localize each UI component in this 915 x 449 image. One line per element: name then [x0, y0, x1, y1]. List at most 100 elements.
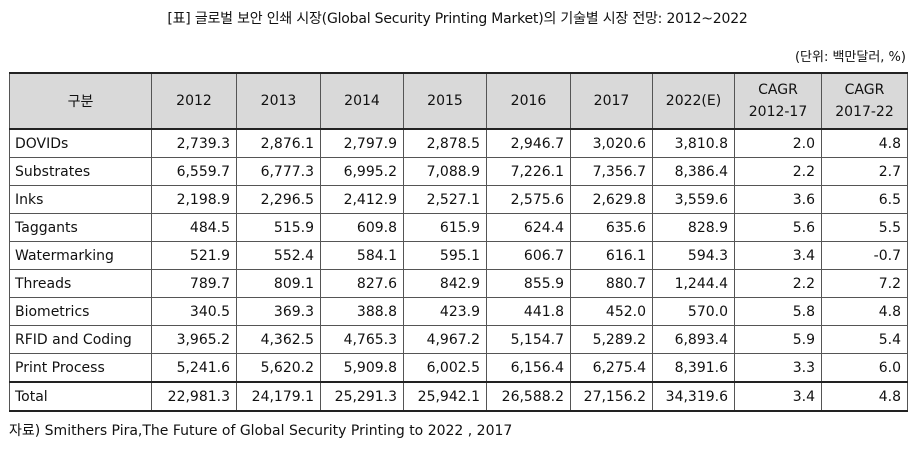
header-year: 2022(E) [652, 72, 735, 130]
value-cell: 25,942.1 [403, 381, 487, 412]
header-cagr-line1: CAGR [844, 82, 885, 98]
value-cell: 594.3 [652, 241, 735, 270]
value-cell: 7,226.1 [486, 157, 571, 186]
cagr-cell: 7.2 [821, 269, 908, 298]
value-cell: 595.1 [403, 241, 487, 270]
value-cell: 5,154.7 [486, 325, 571, 354]
value-cell: 5,241.6 [151, 353, 237, 383]
value-cell: 25,291.3 [320, 381, 404, 412]
row-label: Print Process [9, 353, 152, 383]
header-year: 2013 [236, 72, 321, 130]
value-cell: 6,995.2 [320, 157, 404, 186]
value-cell: 6,275.4 [570, 353, 653, 383]
value-cell: 6,559.7 [151, 157, 237, 186]
row-label: Watermarking [9, 241, 152, 270]
value-cell: 606.7 [486, 241, 571, 270]
value-cell: 2,739.3 [151, 128, 237, 158]
cagr-cell: 3.4 [734, 381, 822, 412]
row-label: Inks [9, 185, 152, 214]
value-cell: 3,810.8 [652, 128, 735, 158]
header-year: 2016 [486, 72, 571, 130]
value-cell: 827.6 [320, 269, 404, 298]
value-cell: 584.1 [320, 241, 404, 270]
value-cell: 855.9 [486, 269, 571, 298]
value-cell: 5,909.8 [320, 353, 404, 383]
value-cell: 2,878.5 [403, 128, 487, 158]
value-cell: 388.8 [320, 297, 404, 326]
header-row: 구분 2012 2013 2014 2015 2016 2017 2022(E)… [9, 72, 908, 130]
row-label: Total [9, 381, 152, 412]
row-label: Substrates [9, 157, 152, 186]
value-cell: 2,876.1 [236, 128, 321, 158]
value-cell: 828.9 [652, 213, 735, 242]
value-cell: 1,244.4 [652, 269, 735, 298]
header-cagr-2017-22: CAGR 2017-22 [821, 72, 908, 130]
cagr-cell: 2.7 [821, 157, 908, 186]
total-row: Total 22,981.3 24,179.1 25,291.3 25,942.1 26,… [9, 381, 908, 412]
source-note: 자료) Smithers Pira,The Future of Global S… [9, 423, 513, 439]
value-cell: 842.9 [403, 269, 487, 298]
header-year: 2014 [320, 72, 404, 130]
value-cell: 552.4 [236, 241, 321, 270]
value-cell: 515.9 [236, 213, 321, 242]
cagr-cell: 5.4 [821, 325, 908, 354]
table-row: DOVIDs 2,739.3 2,876.1 2,797.9 2,878.5 2,946.… [9, 128, 908, 158]
value-cell: 369.3 [236, 297, 321, 326]
cagr-cell: 4.8 [821, 128, 908, 158]
cagr-cell: 2.0 [734, 128, 822, 158]
value-cell: 2,296.5 [236, 185, 321, 214]
value-cell: 570.0 [652, 297, 735, 326]
value-cell: 3,965.2 [151, 325, 237, 354]
cagr-cell: 2.2 [734, 269, 822, 298]
value-cell: 27,156.2 [570, 381, 653, 412]
value-cell: 4,967.2 [403, 325, 487, 354]
value-cell: 2,797.9 [320, 128, 404, 158]
value-cell: 7,088.9 [403, 157, 487, 186]
value-cell: 4,362.5 [236, 325, 321, 354]
value-cell: 340.5 [151, 297, 237, 326]
value-cell: 624.4 [486, 213, 571, 242]
table-title: [표] 글로벌 보안 인쇄 시장(Global Security Printin… [167, 11, 748, 27]
unit-note: (단위: 백만달러, %) [794, 50, 906, 65]
value-cell: 24,179.1 [236, 381, 321, 412]
cagr-cell: 6.5 [821, 185, 908, 214]
cagr-cell: 6.0 [821, 353, 908, 383]
header-year: 2012 [151, 72, 237, 130]
value-cell: 635.6 [570, 213, 653, 242]
value-cell: 789.7 [151, 269, 237, 298]
cagr-cell: 3.3 [734, 353, 822, 383]
table-row: Threads 789.7 809.1 827.6 842.9 855.9 880.7 1,2… [9, 269, 908, 298]
value-cell: 3,020.6 [570, 128, 653, 158]
cagr-cell: 5.5 [821, 213, 908, 242]
row-label: Biometrics [9, 297, 152, 326]
value-cell: 6,156.4 [486, 353, 571, 383]
header-year: 2015 [403, 72, 487, 130]
market-forecast-table: 구분 2012 2013 2014 2015 2016 2017 2022(E)… [9, 72, 908, 412]
cagr-cell: 2.2 [734, 157, 822, 186]
table-row: Taggants 484.5 515.9 609.8 615.9 624.4 635.6 82… [9, 213, 908, 242]
cagr-cell: 5.6 [734, 213, 822, 242]
table-row: Print Process 5,241.6 5,620.2 5,909.8 6,002.… [9, 353, 908, 383]
value-cell: 609.8 [320, 213, 404, 242]
value-cell: 616.1 [570, 241, 653, 270]
header-cagr-line2: 2017-22 [835, 104, 894, 120]
table-row: Substrates 6,559.7 6,777.3 6,995.2 7,088.9 7,… [9, 157, 908, 186]
value-cell: 452.0 [570, 297, 653, 326]
cagr-cell: 4.8 [821, 381, 908, 412]
value-cell: 6,002.5 [403, 353, 487, 383]
row-label: Taggants [9, 213, 152, 242]
table-row: Biometrics 340.5 369.3 388.8 423.9 441.8 452.0… [9, 297, 908, 326]
table-row: Inks 2,198.9 2,296.5 2,412.9 2,527.1 2,575.6 2… [9, 185, 908, 214]
value-cell: 2,412.9 [320, 185, 404, 214]
value-cell: 484.5 [151, 213, 237, 242]
value-cell: 2,629.8 [570, 185, 653, 214]
table-row: Watermarking 521.9 552.4 584.1 595.1 606.7 616… [9, 241, 908, 270]
cagr-cell: -0.7 [821, 241, 908, 270]
value-cell: 7,356.7 [570, 157, 653, 186]
value-cell: 423.9 [403, 297, 487, 326]
header-cagr-line1: CAGR [758, 82, 798, 98]
cagr-cell: 5.9 [734, 325, 822, 354]
value-cell: 34,319.6 [652, 381, 735, 412]
cagr-cell: 3.6 [734, 185, 822, 214]
cagr-cell: 3.4 [734, 241, 822, 270]
